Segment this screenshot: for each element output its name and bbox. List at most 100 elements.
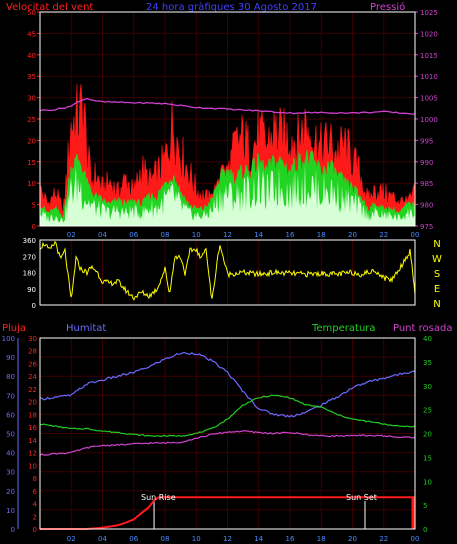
- hour-tick: 14: [254, 535, 263, 543]
- hour-tick: 22: [379, 535, 388, 543]
- temperature-tick: 40: [423, 335, 432, 343]
- hour-tick: 22: [379, 231, 388, 239]
- direction-tick: 270: [23, 253, 36, 261]
- wind-direction-gridlines: [70, 240, 416, 305]
- hour-tick: 12: [223, 231, 232, 239]
- direction-tick: 360: [23, 237, 36, 245]
- wind-direction-frame: [39, 239, 416, 306]
- temperature-tick: 30: [423, 383, 432, 391]
- direction-tick: 0: [32, 302, 36, 310]
- temperature-line: [39, 394, 416, 438]
- wind-speed-tick: 40: [27, 52, 36, 60]
- rain-tick: 14: [28, 437, 37, 445]
- hour-tick: 02: [67, 231, 76, 239]
- pressure-tick: 1020: [420, 30, 438, 38]
- wind-direction-series: [39, 240, 416, 301]
- rain-tick: 8: [33, 475, 37, 483]
- humidity-tick: 100: [2, 335, 15, 343]
- wind-speed-tick: 0: [32, 223, 36, 231]
- temperature-tick: 20: [423, 431, 432, 439]
- rain-humidity-temperature-frame: [39, 337, 416, 530]
- pressure-label: Pressió: [370, 1, 405, 13]
- rain-tick: 24: [28, 373, 37, 381]
- rain-tick: 16: [28, 424, 37, 432]
- temperature-label: Temperatura: [311, 323, 376, 334]
- rain-tick: 28: [28, 348, 37, 356]
- rain-tick: 10: [28, 462, 37, 470]
- wind-light-area: [40, 162, 415, 226]
- hour-tick: 18: [317, 535, 326, 543]
- compass-label: S: [434, 269, 440, 280]
- wind-speed-tick: 25: [27, 116, 36, 124]
- wind-direction-line: [39, 240, 416, 301]
- pressure-tick: 1025: [420, 9, 438, 17]
- pressure-tick: 990: [420, 159, 433, 167]
- rain-tick: 0: [33, 526, 37, 534]
- pressure-tick: 985: [420, 180, 433, 188]
- humidity-tick: 40: [6, 450, 15, 458]
- dewpoint-label: Punt rosada: [393, 323, 452, 334]
- rain-tick: 18: [28, 411, 37, 419]
- dewpoint-line: [39, 429, 416, 456]
- compass-label: N: [433, 299, 440, 310]
- hour-tick: 08: [161, 231, 170, 239]
- rain-tick: 22: [28, 386, 37, 394]
- temperature-tick: 35: [423, 359, 432, 367]
- pressure-tick: 975: [420, 223, 433, 231]
- wind-pressure-series: [39, 83, 416, 227]
- hour-tick: 06: [129, 231, 138, 239]
- hour-tick: 16: [286, 535, 295, 543]
- temperature-tick: 5: [423, 502, 427, 510]
- wind-speed-tick: 35: [27, 73, 36, 81]
- hour-tick: 20: [348, 231, 357, 239]
- wind-pressure-frame: [39, 11, 416, 227]
- wind-speed-tick: 45: [27, 30, 36, 38]
- rain-tick: 30: [28, 335, 37, 343]
- humidity-label: Humitat: [66, 323, 106, 334]
- hour-tick: 14: [254, 231, 263, 239]
- wind-speed-tick: 20: [27, 137, 36, 145]
- hour-tick: 06: [129, 535, 138, 543]
- hour-tick: 08: [161, 535, 170, 543]
- humidity-tick: 10: [6, 507, 15, 515]
- wind-speed-tick: 5: [32, 202, 36, 210]
- wind-speed-tick: 50: [27, 9, 36, 17]
- compass-label: E: [434, 284, 440, 295]
- rain-humidity-temperature-panel: Pluja Humitat Temperatura Punt rosada 0 1…: [2, 323, 453, 543]
- pressure-tick: 1015: [420, 52, 438, 60]
- chart-title: 24 hora gràfiques 30 Agosto 2017: [146, 1, 317, 13]
- wind-speed-tick: 10: [27, 180, 36, 188]
- sun-rise-label: Sun Rise: [141, 493, 176, 502]
- sun-set-label: Sun Set: [346, 493, 377, 502]
- hour-tick: 04: [98, 231, 107, 239]
- humidity-tick: 30: [6, 469, 15, 477]
- wind-average-line: [39, 150, 416, 220]
- hour-tick: 00: [411, 231, 420, 239]
- rain-humidity-temperature-tick-labels: 0102030405060708090100024681012141618202…: [2, 335, 432, 543]
- hour-tick: 04: [98, 535, 107, 543]
- pressure-tick: 1010: [420, 73, 438, 81]
- hour-tick: 10: [192, 535, 201, 543]
- rain-tick: 20: [28, 399, 37, 407]
- direction-tick: 180: [23, 270, 36, 278]
- pressure-tick: 995: [420, 137, 433, 145]
- direction-tick: 90: [27, 286, 36, 294]
- pressure-tick: 1000: [420, 116, 438, 124]
- hour-tick: 12: [223, 535, 232, 543]
- rain-tick: 6: [33, 488, 38, 496]
- wind-pressure-panel: Velocitat del vent 24 hora gràfiques 30 …: [6, 1, 438, 239]
- temperature-tick: 0: [423, 526, 427, 534]
- pressure-tick: 1005: [420, 95, 438, 103]
- hour-tick: 00: [411, 535, 420, 543]
- pressure-tick: 980: [420, 202, 433, 210]
- pressure-line: [39, 97, 416, 115]
- rain-tick: 2: [33, 513, 37, 521]
- humidity-tick: 60: [6, 411, 15, 419]
- humidity-tick: 50: [6, 431, 15, 439]
- temperature-tick: 25: [423, 407, 432, 415]
- wind-pressure-tick-labels: 0510152025303540455097598098599099510001…: [27, 9, 438, 239]
- hour-tick: 02: [67, 535, 76, 543]
- wind-speed-tick: 30: [27, 95, 36, 103]
